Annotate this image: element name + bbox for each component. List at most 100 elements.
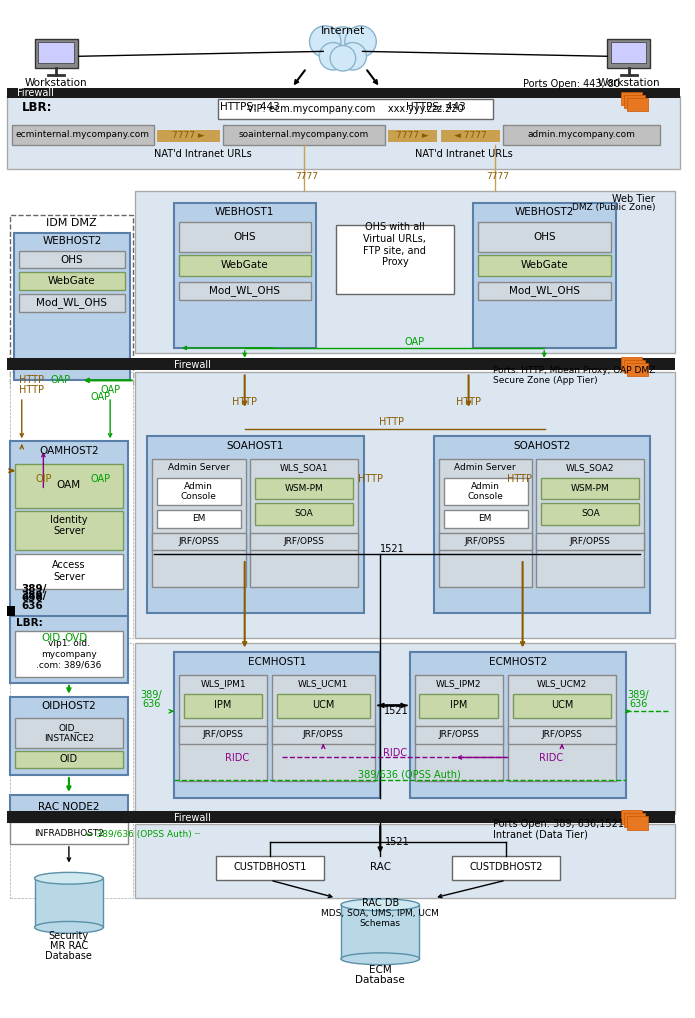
Text: HTTPS: 443: HTTPS: 443 [407,103,466,112]
Text: WSM-PM: WSM-PM [284,484,323,493]
Circle shape [339,43,366,70]
FancyBboxPatch shape [503,125,660,145]
FancyBboxPatch shape [10,696,128,775]
Text: HTTP: HTTP [456,397,481,407]
FancyBboxPatch shape [147,437,363,613]
Text: JRF/OPSS: JRF/OPSS [283,536,324,546]
Text: WLS_IPM1: WLS_IPM1 [200,679,246,688]
FancyBboxPatch shape [272,675,375,781]
Text: 1521: 1521 [384,706,409,717]
Text: Ports Open: 389, 636,1521: Ports Open: 389, 636,1521 [493,819,624,830]
Text: 389/: 389/ [628,689,649,699]
FancyBboxPatch shape [174,653,380,798]
FancyBboxPatch shape [473,203,616,348]
Text: WSM-PM: WSM-PM [571,484,610,493]
Ellipse shape [35,872,104,885]
FancyBboxPatch shape [7,811,135,824]
Text: CUSTDBHOST2: CUSTDBHOST2 [469,862,543,872]
Text: Firewall: Firewall [174,359,211,370]
Text: Intranet (Data Tier): Intranet (Data Tier) [493,829,588,839]
Text: ◄ 7777: ◄ 7777 [454,131,487,140]
FancyBboxPatch shape [444,477,528,505]
Text: Firewall: Firewall [174,813,211,824]
Text: ECM: ECM [369,965,391,974]
FancyBboxPatch shape [14,233,130,381]
FancyBboxPatch shape [341,905,420,959]
FancyBboxPatch shape [135,357,675,370]
FancyBboxPatch shape [19,273,125,290]
Text: WLS_UCM2: WLS_UCM2 [537,679,587,688]
FancyBboxPatch shape [7,607,15,616]
Text: Admin Server: Admin Server [455,463,516,472]
Text: OID_
INSTANCE2: OID_ INSTANCE2 [44,723,94,742]
FancyBboxPatch shape [10,616,128,683]
FancyBboxPatch shape [10,795,128,819]
FancyBboxPatch shape [254,503,352,524]
FancyBboxPatch shape [250,459,358,586]
Circle shape [345,25,376,57]
FancyBboxPatch shape [336,225,454,294]
Text: RAC: RAC [370,862,391,872]
FancyBboxPatch shape [254,477,352,499]
FancyBboxPatch shape [434,437,651,613]
FancyBboxPatch shape [415,726,503,744]
FancyBboxPatch shape [441,130,500,142]
FancyBboxPatch shape [272,726,375,744]
Text: WLS_UCM1: WLS_UCM1 [298,679,348,688]
Text: HTTP: HTTP [19,385,44,395]
Text: JRF/OPSS: JRF/OPSS [465,536,506,546]
Text: HTTP: HTTP [358,473,383,484]
Text: Workstation: Workstation [597,77,660,88]
Text: EM: EM [192,514,205,523]
Circle shape [323,26,363,66]
FancyBboxPatch shape [420,693,498,718]
Text: JRF/OPSS: JRF/OPSS [439,730,480,739]
Text: OAP: OAP [51,376,71,386]
FancyBboxPatch shape [627,816,648,830]
FancyBboxPatch shape [621,92,642,106]
Text: WEBHOST1: WEBHOST1 [215,208,275,218]
Text: OAP: OAP [404,337,425,347]
Text: Admin
Console: Admin Console [181,482,216,501]
Text: Mod_WL_OHS: Mod_WL_OHS [36,297,107,308]
FancyBboxPatch shape [250,532,358,551]
FancyBboxPatch shape [135,642,675,814]
Text: WebGate: WebGate [221,261,268,271]
Text: CUSTDBHOST1: CUSTDBHOST1 [234,862,307,872]
FancyBboxPatch shape [10,373,133,637]
FancyBboxPatch shape [607,39,651,68]
Text: vip1: oid.
mycompany
.com: 389/636: vip1: oid. mycompany .com: 389/636 [36,639,101,669]
FancyBboxPatch shape [179,222,311,251]
Text: ecminternal.mycompany.com: ecminternal.mycompany.com [16,130,149,139]
Ellipse shape [341,953,420,965]
Text: Mod_WL_OHS: Mod_WL_OHS [509,285,580,296]
FancyBboxPatch shape [7,357,135,370]
Text: UCM: UCM [550,700,573,711]
Text: HTTP: HTTP [232,397,257,407]
Text: HTTP: HTTP [507,473,532,484]
FancyBboxPatch shape [157,510,240,527]
FancyBboxPatch shape [19,250,125,269]
FancyBboxPatch shape [179,726,268,744]
Text: ← 389/636 (OPSS Auth) ┈: ← 389/636 (OPSS Auth) ┈ [85,830,199,839]
Text: INFRADBHOST2: INFRADBHOST2 [34,829,104,838]
Text: OHS with all
Virtual URLs,
FTP site, and
Proxy: OHS with all Virtual URLs, FTP site, and… [363,222,426,268]
FancyBboxPatch shape [623,813,646,828]
FancyBboxPatch shape [135,190,675,353]
Text: OAM: OAM [57,480,81,491]
FancyBboxPatch shape [611,42,646,63]
FancyBboxPatch shape [623,359,646,374]
Text: JRF/OPSS: JRF/OPSS [303,730,344,739]
FancyBboxPatch shape [388,130,437,142]
Text: WebGate: WebGate [48,276,96,286]
Text: Ports: HTTP, Mbean Proxy, OAP DMZ: Ports: HTTP, Mbean Proxy, OAP DMZ [493,366,655,375]
Text: DMZ (Public Zone): DMZ (Public Zone) [572,203,655,212]
Ellipse shape [35,921,104,934]
Text: 389/: 389/ [22,591,47,602]
Text: LBR:: LBR: [22,101,52,114]
FancyBboxPatch shape [10,216,133,387]
Text: IDM DMZ: IDM DMZ [46,218,96,228]
Text: SOA: SOA [294,509,313,518]
FancyBboxPatch shape [223,125,385,145]
Text: 389/: 389/ [22,583,47,593]
